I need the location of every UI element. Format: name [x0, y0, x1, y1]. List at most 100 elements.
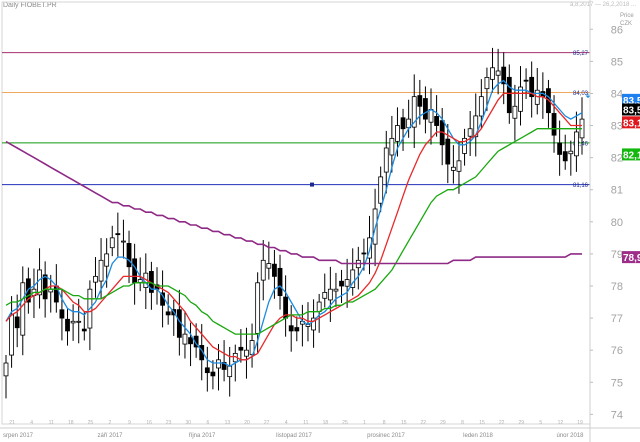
candle-body-33 — [188, 337, 193, 345]
candle-body-1 — [9, 314, 14, 356]
candle-body-21 — [121, 240, 126, 243]
y-tick-label-0: 86 — [611, 24, 623, 36]
day-tick-28: 12 — [558, 420, 564, 426]
candle-body-40 — [227, 365, 233, 378]
candle-body-18 — [104, 253, 110, 267]
day-tick-5: 2 — [109, 420, 112, 426]
day-tick-19: 8 — [383, 420, 386, 426]
candle-body-92 — [518, 86, 523, 112]
day-tick-17: 25 — [342, 420, 348, 426]
candle-body-12 — [70, 320, 76, 324]
price-tag-0 — [622, 93, 640, 106]
last-arrow-marker — [585, 93, 591, 99]
candle-body-23 — [132, 258, 138, 284]
candle-body-83 — [467, 128, 473, 137]
y-tick-label-2: 84 — [611, 88, 623, 100]
candle-body-43 — [244, 349, 249, 357]
candle-body-82 — [462, 137, 467, 154]
line-anchor-marker — [310, 182, 314, 187]
y-tick-label-12: 74 — [611, 409, 623, 421]
plot-frame — [1, 1, 591, 425]
day-tick-22: 29 — [440, 420, 446, 426]
day-tick-27: 5 — [539, 420, 542, 426]
candle-body-42 — [238, 346, 244, 351]
candle-body-56 — [316, 301, 322, 312]
price-tag-1 — [622, 103, 640, 116]
day-tick-0: 21 — [9, 420, 15, 426]
day-tick-23: 8 — [461, 420, 464, 426]
candle-body-62 — [350, 269, 356, 288]
day-tick-15: 11 — [303, 420, 308, 426]
month-label-0: srpen 2017 — [3, 433, 34, 439]
candle-body-90 — [506, 76, 512, 114]
candle-body-17 — [98, 259, 104, 282]
candle-body-65 — [367, 237, 372, 259]
candle-body-57 — [322, 292, 328, 299]
candle-body-71 — [400, 117, 406, 130]
month-label-2: října 2017 — [189, 433, 216, 439]
candle-body-45 — [255, 282, 261, 334]
candle-body-19 — [109, 237, 115, 249]
candle-body-80 — [450, 166, 456, 171]
price-tag-4 — [622, 251, 640, 264]
candle-body-46 — [260, 259, 266, 281]
y-tick-label-9: 77 — [611, 313, 623, 325]
day-tick-29: 19 — [577, 420, 583, 426]
candle-body-36 — [204, 367, 210, 374]
candle-body-20 — [115, 233, 121, 236]
candle-body-44 — [249, 340, 255, 356]
day-tick-7: 16 — [146, 420, 152, 426]
candle-body-81 — [456, 160, 462, 172]
candle-body-67 — [378, 176, 384, 204]
month-label-5: leden 2018 — [463, 433, 493, 439]
y-tick-label-7: 79 — [611, 249, 623, 261]
time-axis: 21 4 11 18 25 2 9 16 23 30 6 13 20 27 4 11 18 25 1 8 15 22 29 8… — [0, 420, 640, 439]
date-range-label: ä,8,2017 — 26,2,2018 ... — [569, 2, 636, 8]
month-label-3: listopad 2017 — [276, 433, 312, 439]
day-tick-11: 13 — [225, 420, 231, 426]
y-tick-label-3: 83 — [611, 121, 623, 133]
month-label-4: prosinec 2017 — [367, 433, 405, 439]
candle-body-11 — [65, 318, 70, 332]
candle-body-87 — [490, 67, 495, 80]
series-line-2 — [5, 128, 582, 335]
level-label-2: 82,46 — [573, 141, 589, 147]
day-tick-4: 25 — [88, 420, 94, 426]
candle-body-73 — [411, 96, 417, 128]
candle-body-58 — [327, 288, 333, 301]
day-tick-24: 15 — [479, 420, 485, 426]
y-tick-label-11: 75 — [611, 377, 623, 389]
price-axis: 86 85 84 83 82 81 80 79 78 77 76 75 74 83,583,5 83,1 82… — [589, 0, 640, 442]
candle-body-59 — [333, 288, 339, 292]
price-tag-label-3: 82,1 — [623, 150, 640, 161]
candle-body-16 — [93, 275, 98, 283]
candle-body-101 — [568, 150, 574, 155]
day-tick-21: 22 — [421, 420, 427, 426]
price-axis-header: Price CZK — [620, 12, 634, 28]
day-tick-18: 1 — [363, 420, 366, 426]
candle-body-86 — [484, 76, 490, 90]
price-tag-2 — [622, 116, 640, 129]
candle-body-88 — [495, 70, 501, 76]
candle-body-0 — [3, 362, 9, 377]
day-tick-8: 23 — [166, 420, 172, 426]
candle-body-60 — [339, 280, 344, 287]
candle-body-51 — [288, 325, 294, 332]
price-tag-label-2: 83,1 — [623, 118, 640, 129]
candle-body-61 — [344, 279, 350, 287]
candle-body-94 — [529, 76, 535, 98]
candle-body-79 — [445, 138, 451, 165]
day-tick-20: 15 — [401, 420, 407, 426]
month-label-1: září 2017 — [97, 433, 123, 439]
candle-body-48 — [272, 263, 277, 277]
chart-title: Daily FIOBET.PR — [3, 2, 57, 9]
day-tick-12: 20 — [244, 420, 250, 426]
candle-body-13 — [76, 320, 82, 323]
price-label: Price — [620, 13, 634, 19]
plot-area: 85,27 84,03 82,46 81,16 — [1, 1, 591, 425]
candle-body-24 — [137, 279, 143, 283]
day-tick-13: 27 — [264, 420, 270, 426]
month-label-6: únor 2018 — [556, 433, 584, 439]
candle-body-37 — [210, 371, 216, 377]
